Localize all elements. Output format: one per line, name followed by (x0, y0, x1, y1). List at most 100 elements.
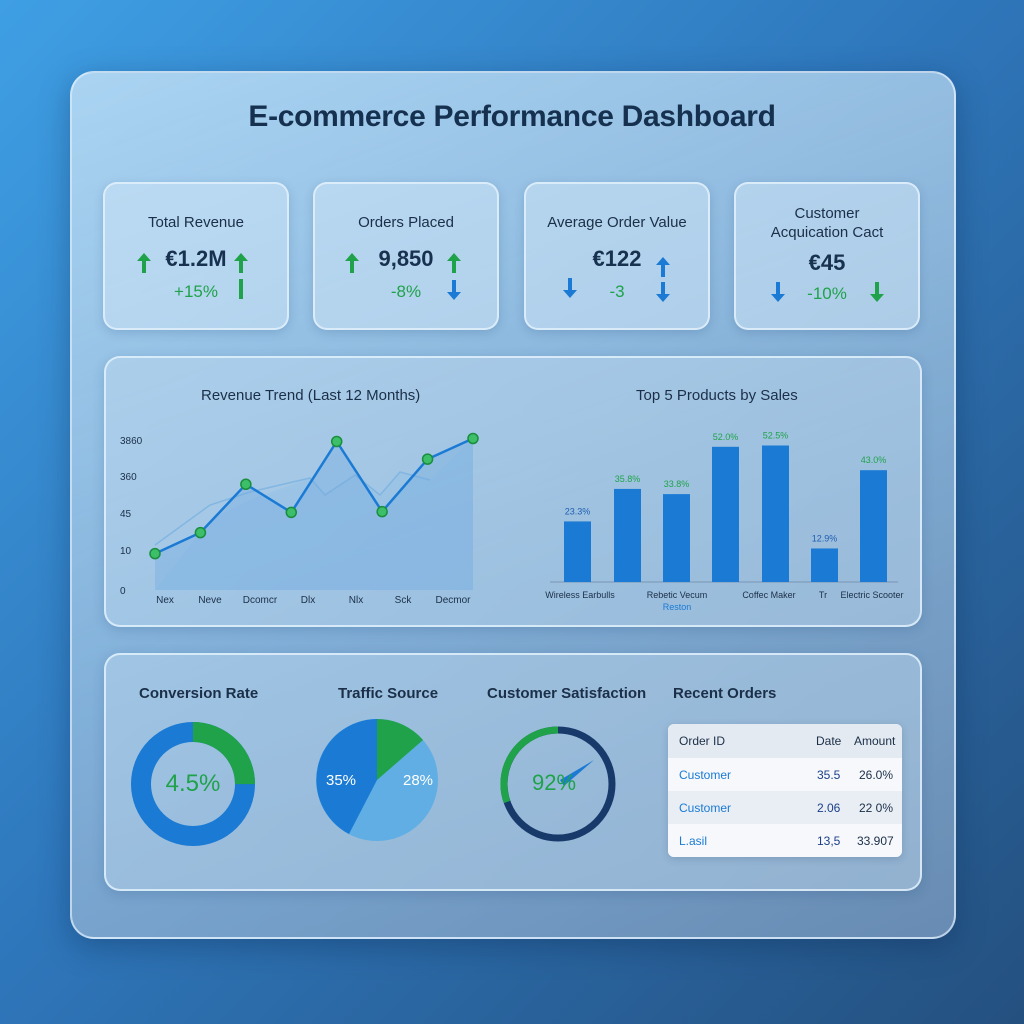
gauge-needle (560, 760, 594, 786)
arrow-up-icon (447, 253, 461, 273)
bar-x-label: Rebetic Vecum (647, 590, 708, 600)
x-tick-label: Nlx (349, 595, 363, 606)
page-title: E-commerce Performance Dashboard (248, 100, 776, 133)
arrow-down-icon (771, 282, 785, 302)
x-tick-label: Dlx (301, 595, 315, 606)
satisfaction-title: Customer Satisfaction (487, 685, 647, 702)
bar-value-label: 35.8% (615, 474, 641, 484)
bar-value-label: 33.8% (664, 479, 690, 489)
cell-date: 35.5 (817, 768, 841, 782)
traffic-pie: 35% 28% (316, 719, 438, 841)
kpi-change: +15% (174, 282, 218, 301)
revenue-chart-title: Revenue Trend (Last 12 Months) (201, 387, 421, 404)
cell-date: 2.06 (817, 801, 841, 815)
bar-x-label: Coffec Maker (742, 590, 795, 600)
bar (762, 445, 789, 582)
bar-value-label: 52.0% (713, 432, 739, 442)
header-amount: Amount (854, 734, 896, 748)
satisfaction-value: 92% (532, 770, 576, 795)
x-tick-label: Decmor (435, 595, 471, 606)
traffic-title: Traffic Source (338, 685, 439, 702)
x-tick-label: Dcomcr (243, 595, 278, 606)
x-tick-label: Sck (395, 595, 413, 606)
bar-icon (239, 279, 243, 299)
bar-x-label: Wireless Earbulls (545, 590, 615, 600)
kpi-label: Orders Placed (358, 214, 454, 231)
y-tick-label: 3860 (120, 436, 143, 447)
bar-x-label: Tr (819, 590, 827, 600)
conversion-title: Conversion Rate (139, 685, 259, 702)
x-tick-label: Neve (198, 595, 222, 606)
revenue-point (467, 432, 479, 445)
kpi-change: -3 (609, 282, 625, 301)
arrow-up-icon (137, 253, 151, 273)
revenue-trend-chart: 3860 360 45 10 0 Nex Neve Dcomcr Dlx Nlx Sck Decmo… (120, 432, 479, 606)
revenue-point (421, 453, 434, 465)
conversion-value: 4.5% (166, 770, 221, 797)
revenue-area (155, 438, 473, 590)
bar-value-label: 12.9% (812, 533, 838, 543)
header-date: Date (816, 734, 842, 748)
conversion-donut: 4.5% (131, 722, 255, 846)
arrow-down-icon (563, 278, 577, 298)
y-tick-label: 45 (120, 509, 132, 520)
kpi-label-line2: Acquication Cact (770, 224, 884, 241)
traffic-slice-social (377, 719, 423, 780)
products-chart-title: Top 5 Products by Sales (636, 387, 798, 404)
bar-x-label: Reston (663, 602, 692, 612)
revenue-point (149, 547, 161, 560)
kpi-value: 9,850 (378, 246, 434, 271)
cell-order-id: Customer (679, 801, 732, 815)
table-row[interactable]: Customer 2.06 22 0% (668, 791, 902, 824)
arrow-down-icon (447, 280, 461, 300)
bar (614, 488, 641, 582)
revenue-point (285, 506, 298, 519)
revenue-point (330, 435, 343, 448)
kpi-label-line1: Customer (794, 205, 860, 222)
kpi-label: Customer Acquication Cact (736, 204, 918, 242)
orders-title: Recent Orders (673, 685, 777, 702)
kpi-card-total-revenue[interactable]: Total Revenue €1.2M +15% (103, 182, 289, 330)
kpi-change: -10% (807, 284, 847, 303)
traffic-slice-direct (316, 719, 377, 834)
cell-date: 13,5 (817, 834, 841, 848)
revenue-area-back-line (154, 471, 431, 546)
kpi-value: €1.2M (165, 246, 227, 271)
kpi-card-orders-placed[interactable]: Orders Placed 9,850 -8% (313, 182, 499, 330)
satisfaction-arc (500, 726, 559, 804)
y-tick-label: 360 (120, 472, 137, 483)
x-tick-label: Nex (156, 595, 174, 606)
bar-x-label: Electric Scooter (840, 590, 903, 600)
kpi-value: €122 (592, 246, 642, 271)
bar-value-label: 52.5% (763, 431, 789, 441)
y-tick-label: 0 (120, 586, 126, 597)
traffic-label-a: 35% (326, 772, 356, 789)
bar (860, 470, 887, 582)
header-order-id: Order ID (679, 734, 726, 748)
table-row[interactable]: Customer 35.5 26.0% (668, 758, 902, 791)
cell-amount: 26.0% (859, 768, 894, 782)
kpi-label: Average Order Value (547, 214, 687, 231)
cell-amount: 33.907 (857, 834, 894, 848)
revenue-point (240, 478, 252, 490)
kpi-card-customer-acquisition-cost[interactable]: Customer Acquication Cact €45 -10% (734, 182, 920, 330)
table-row[interactable]: L.asil 13,5 33.907 (668, 824, 902, 857)
y-tick-label: 10 (120, 546, 132, 557)
bar-value-label: 23.3% (565, 506, 591, 516)
arrow-up-icon (656, 257, 670, 277)
recent-orders-table: Order ID Date Amount Customer 35.5 26.0%… (668, 724, 902, 857)
bar (564, 521, 591, 582)
bar-value-label: 43.0% (861, 455, 887, 465)
revenue-line (154, 437, 474, 555)
top-products-chart: 23.3% 35.8% 33.8% 52.0% 52.5% 12.9% 43.0% Wire… (545, 431, 903, 613)
kpi-card-average-order-value[interactable]: Average Order Value €122 -3 (524, 182, 710, 330)
revenue-point (376, 505, 388, 518)
bar (811, 548, 838, 582)
revenue-point (194, 526, 207, 539)
cell-order-id: L.asil (679, 834, 708, 848)
cell-order-id: Customer (679, 768, 732, 782)
revenue-area-back (155, 438, 473, 590)
bar (712, 446, 739, 582)
traffic-label-b: 28% (403, 772, 433, 789)
kpi-change: -8% (390, 282, 422, 301)
